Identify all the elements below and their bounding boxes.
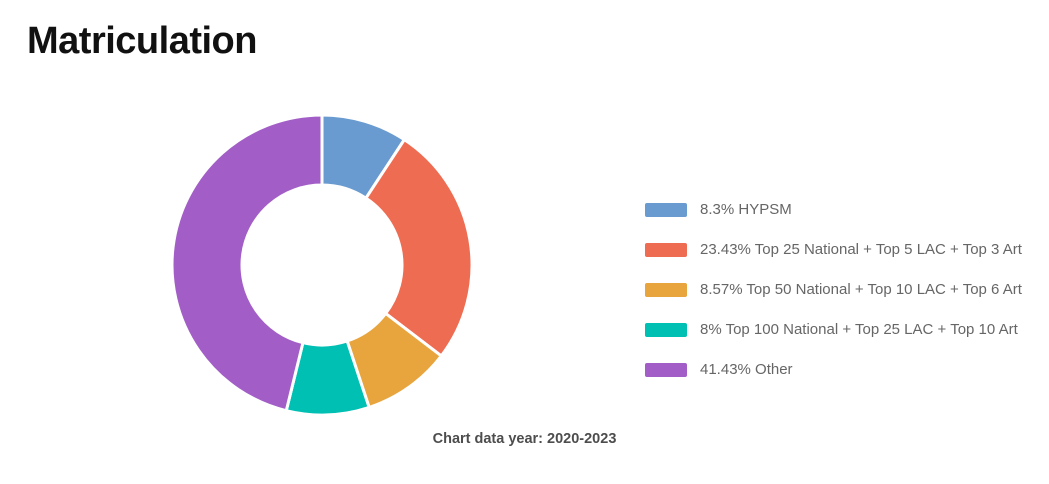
legend-item-label: 8% Top 100 National + Top 25 LAC + Top 1… xyxy=(700,321,1018,338)
legend-item-top100[interactable]: 8% Top 100 National + Top 25 LAC + Top 1… xyxy=(645,321,1022,338)
legend: 8.3% HYPSM 23.43% Top 25 National + Top … xyxy=(645,201,1022,402)
chart-caption: Chart data year: 2020-2023 xyxy=(432,431,617,447)
legend-item-top25[interactable]: 23.43% Top 25 National + Top 5 LAC + Top… xyxy=(645,241,1022,258)
legend-item-label: 8.57% Top 50 National + Top 10 LAC + Top… xyxy=(700,281,1022,298)
legend-swatch xyxy=(645,202,687,217)
legend-swatch xyxy=(645,362,687,377)
legend-swatch xyxy=(645,322,687,337)
donut-chart-svg xyxy=(170,113,474,417)
legend-item-label: 41.43% Other xyxy=(700,361,793,378)
legend-item-hypsm[interactable]: 8.3% HYPSM xyxy=(645,201,1022,218)
donut-chart xyxy=(168,111,476,419)
donut-slice-4[interactable] xyxy=(170,113,324,413)
page-title: Matriculation xyxy=(27,20,257,62)
donut-slice-1[interactable] xyxy=(364,138,474,358)
legend-item-other[interactable]: 41.43% Other xyxy=(645,361,1022,378)
legend-item-label: 8.3% HYPSM xyxy=(700,201,792,218)
legend-item-top50[interactable]: 8.57% Top 50 National + Top 10 LAC + Top… xyxy=(645,281,1022,298)
legend-swatch xyxy=(645,282,687,297)
legend-swatch xyxy=(645,242,687,257)
legend-item-label: 23.43% Top 25 National + Top 5 LAC + Top… xyxy=(700,241,1022,258)
